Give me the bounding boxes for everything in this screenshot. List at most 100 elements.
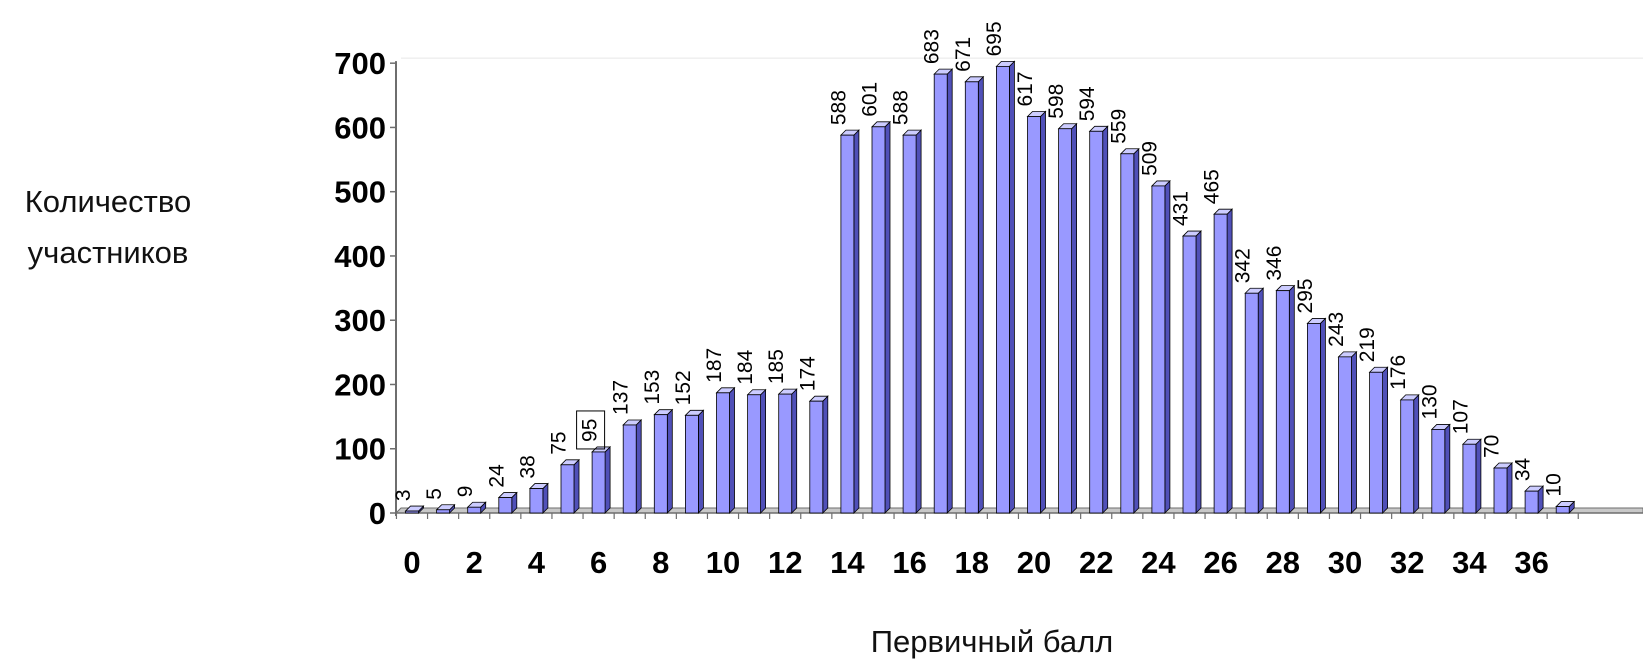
y-axis-ticks: 0 100 200 300 400 500 600 700 [334,46,396,531]
data-label: 95 [579,419,602,442]
bar [1150,179,1171,514]
bar-front [840,134,855,514]
bar [560,458,580,514]
bar-front [685,414,699,514]
data-label: 342 [1232,248,1255,283]
x-tick-label: 32 [1390,545,1424,580]
bar [1057,122,1078,514]
data-label-box [576,410,606,450]
x-tick-label: 22 [1079,545,1113,580]
bar-front [1462,443,1477,514]
bar [1088,125,1109,514]
y-tick-label: 0 [369,496,386,531]
data-label: 588 [827,90,850,125]
data-label: 5 [423,488,446,500]
data-label: 346 [1263,246,1286,281]
bar-front [1244,292,1259,514]
x-tick-label: 24 [1141,545,1176,580]
x-tick-label: 16 [892,545,926,580]
bar-side [1257,287,1264,514]
bar-side [1195,230,1202,514]
bar [1244,287,1265,514]
bar [746,388,767,514]
bar-side [791,388,798,514]
y-tick-label: 700 [334,46,386,81]
data-label: 107 [1449,399,1472,434]
bar-side [635,418,642,514]
bar-side [1444,423,1451,514]
bar-side [1102,125,1109,514]
bar-side [698,409,704,514]
data-label: 588 [890,90,913,125]
bar-front [778,393,793,514]
bar-front [809,400,824,514]
bar [933,68,954,514]
data-label: 3 [392,489,415,501]
x-tick-label: 8 [652,545,669,580]
data-label: 695 [983,21,1006,56]
bar [622,418,643,514]
bar [1461,438,1482,514]
bar-front [1151,185,1166,514]
bar-side [1009,60,1015,514]
bar [653,408,674,514]
x-tick-label: 6 [590,545,607,580]
bar [1555,500,1576,514]
data-label: 174 [796,356,819,391]
bar [591,445,612,514]
data-label: 130 [1418,384,1441,419]
bar-front [560,464,575,514]
bar [715,386,736,514]
bar [404,505,425,514]
bar-front [1089,130,1104,514]
x-tick-label: 4 [528,545,546,580]
bar-front [1182,235,1197,514]
bars [404,60,1576,514]
bar-front [902,134,917,514]
bar [1493,462,1513,514]
bar [1368,366,1389,514]
bar [777,388,798,514]
bar-side [604,445,611,514]
data-label: 152 [672,370,695,405]
bar-front [467,506,482,514]
bar-front [933,73,948,514]
bar-side [884,120,891,514]
bar-side [729,386,735,514]
bar-front [1213,213,1228,514]
bar-side [1071,122,1077,514]
bar-front [996,65,1010,514]
bar [684,409,705,514]
data-label: 617 [1014,71,1037,106]
bar-front [871,126,886,514]
x-tick-label: 0 [403,545,420,580]
bar-side [760,388,766,514]
data-label: 70 [1481,435,1504,458]
bar-front [1400,399,1415,514]
x-tick-label: 34 [1452,545,1487,580]
bar-side [1133,147,1140,514]
bar [1119,147,1140,514]
y-tick-label: 200 [334,367,386,402]
x-tick-label: 18 [955,545,989,580]
bar [466,501,487,514]
bar [1337,350,1358,514]
bar-front [498,497,513,514]
bar-side [1040,110,1046,514]
y-tick-label: 500 [334,175,386,210]
bar-front [1120,153,1135,514]
bar [902,129,923,514]
data-label: 243 [1325,312,1348,347]
bar [1275,284,1296,514]
data-label: 295 [1294,278,1317,313]
data-label: 38 [516,455,539,478]
bar-side [915,129,922,514]
data-label: 187 [703,348,726,383]
bar-front [653,414,668,514]
bar-front [591,451,606,514]
data-label: 137 [610,380,633,415]
bar-front [747,394,761,514]
x-axis-ticks: 0 2 4 6 8 10 12 14 16 18 20 22 24 26 28 30 32 34 36 [395,513,1579,580]
data-label: 431 [1170,191,1193,226]
y-tick-label: 300 [334,303,386,338]
